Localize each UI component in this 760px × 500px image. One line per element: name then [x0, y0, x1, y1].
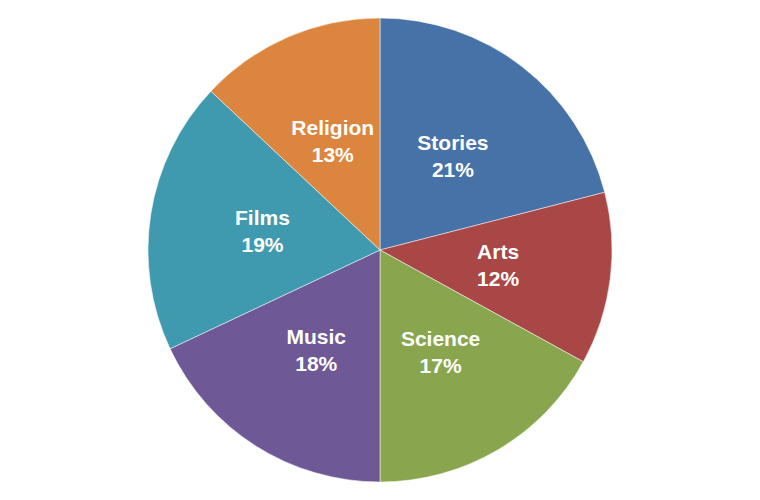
svg-text:Stories: Stories: [417, 131, 488, 154]
svg-text:13%: 13%: [312, 143, 354, 166]
svg-text:Music: Music: [286, 325, 346, 348]
svg-text:Science: Science: [401, 327, 480, 350]
svg-text:Religion: Religion: [291, 116, 374, 139]
svg-text:Films: Films: [235, 206, 290, 229]
svg-text:12%: 12%: [477, 267, 519, 290]
svg-text:Arts: Arts: [477, 240, 519, 263]
svg-text:19%: 19%: [241, 233, 283, 256]
svg-text:18%: 18%: [295, 352, 337, 375]
svg-text:17%: 17%: [420, 354, 462, 377]
svg-text:21%: 21%: [432, 158, 474, 181]
